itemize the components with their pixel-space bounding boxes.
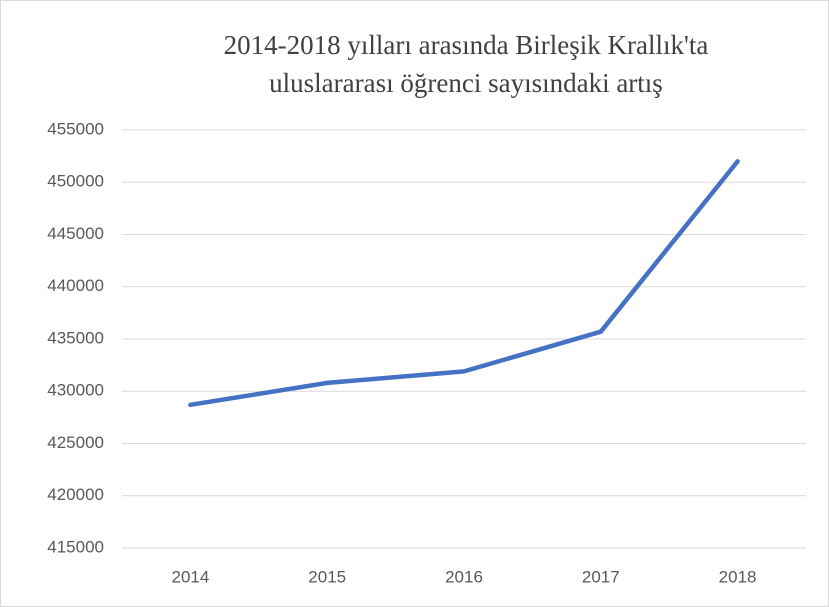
chart-title: 2014-2018 yılları arasında Birleşik Kral… <box>224 30 709 60</box>
y-tick-label: 445000 <box>47 224 104 243</box>
x-tick-label: 2015 <box>308 567 346 586</box>
chart-title: uluslararası öğrenci sayısındaki artış <box>269 68 663 98</box>
y-tick-label: 440000 <box>47 276 104 295</box>
y-tick-label: 430000 <box>47 381 104 400</box>
y-tick-label: 415000 <box>47 537 104 556</box>
y-tick-label: 435000 <box>47 328 104 347</box>
x-tick-label: 2014 <box>171 567 209 586</box>
data-line <box>188 159 740 408</box>
y-tick-label: 425000 <box>47 433 104 452</box>
y-tick-label: 420000 <box>47 485 104 504</box>
y-tick-label: 455000 <box>47 119 104 138</box>
x-tick-label: 2017 <box>582 567 620 586</box>
y-tick-label: 450000 <box>47 172 104 191</box>
x-tick-label: 2018 <box>719 567 757 586</box>
x-tick-label: 2016 <box>445 567 483 586</box>
